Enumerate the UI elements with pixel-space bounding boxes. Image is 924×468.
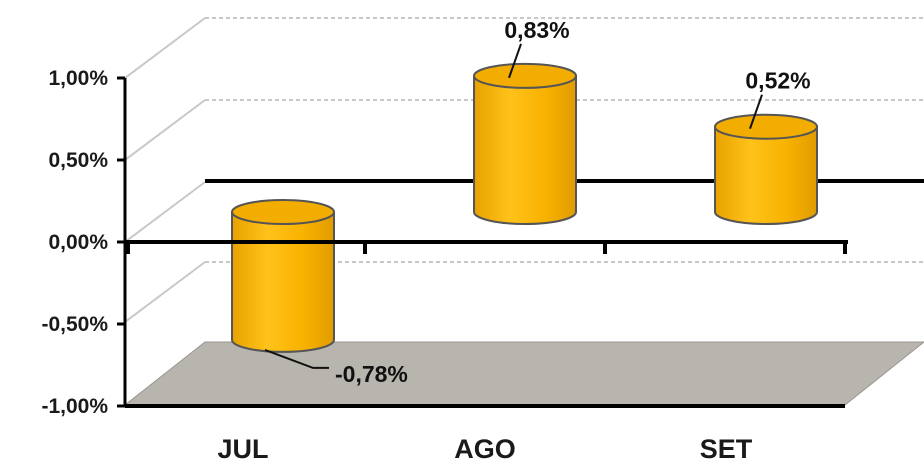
y-tick-label: 1,00% (48, 67, 108, 90)
side-line-4 (124, 261, 206, 323)
bar-ago (473, 62, 577, 225)
y-tick-label: 0,50% (48, 149, 108, 172)
x-axis-labels: JUL AGO SET (217, 434, 752, 464)
leader-line (264, 348, 329, 369)
x-tick-label: AGO (454, 434, 516, 464)
data-label-group: 0,52% (745, 68, 811, 130)
bar-jul (231, 199, 335, 353)
data-label: -0,78% (335, 361, 408, 387)
bars (231, 62, 818, 353)
data-label-group: 0,83% (504, 17, 570, 79)
y-axis-ticks: 1,00% 0,50% 0,00% -0,50% -1,00% (41, 67, 125, 418)
data-labels: -0,78% 0,83% 0,52% (264, 17, 811, 387)
side-line-1 (124, 17, 206, 79)
bar-body (714, 125, 818, 225)
bar-body (231, 211, 335, 353)
data-label: 0,83% (504, 17, 569, 43)
x-tick-label: SET (700, 434, 753, 464)
data-label-group: -0,78% (264, 348, 408, 387)
y-tick-label: 0,00% (48, 231, 108, 254)
side-line-3 (124, 181, 206, 243)
leader-line (749, 94, 763, 130)
zero-axis-front (125, 240, 848, 254)
y-tick-label: -1,00% (41, 395, 108, 418)
x-tick-label: JUL (217, 434, 268, 464)
side-line-2 (124, 99, 206, 161)
bar-top (714, 113, 818, 140)
side-wall-lines (124, 17, 206, 323)
chart-floor (123, 341, 924, 406)
bar-set (714, 113, 818, 225)
bar-top (231, 199, 335, 225)
bar-body (473, 74, 577, 225)
data-label: 0,52% (745, 68, 810, 94)
y-tick-label: -0,50% (41, 313, 108, 336)
leader-line (508, 43, 522, 79)
bar-top (473, 62, 577, 89)
